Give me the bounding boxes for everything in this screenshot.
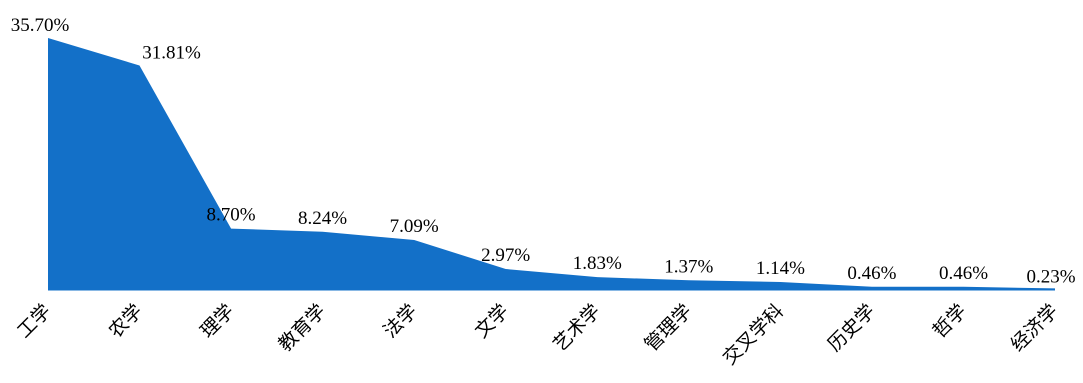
- category-label-7: 艺术学: [549, 300, 605, 356]
- category-label-2: 农学: [105, 300, 147, 342]
- category-label-8: 管理学: [640, 300, 696, 356]
- data-label-4: 8.24%: [298, 208, 347, 229]
- category-label-1: 工学: [13, 300, 55, 342]
- data-label-1: 35.70%: [11, 15, 70, 36]
- area-series: [48, 38, 1055, 290]
- data-label-12: 0.23%: [1026, 266, 1075, 287]
- data-label-2: 31.81%: [142, 43, 201, 64]
- category-label-11: 哲学: [929, 300, 971, 342]
- category-label-6: 文学: [471, 300, 513, 342]
- data-label-11: 0.46%: [939, 263, 988, 284]
- data-label-6: 2.97%: [481, 245, 530, 266]
- category-label-4: 教育学: [274, 300, 330, 356]
- data-label-10: 0.46%: [847, 263, 896, 284]
- category-labels: 工学 农学 理学 教育学 法学 文学 艺术学 管理学 交叉学科 历史学 哲学 经济学: [13, 300, 1062, 369]
- data-label-3: 8.70%: [207, 205, 256, 226]
- data-label-7: 1.83%: [573, 253, 622, 274]
- category-label-5: 法学: [379, 300, 421, 342]
- data-labels: 35.70% 31.81% 8.70% 8.24% 7.09% 2.97% 1.83% 1.3…: [11, 15, 1076, 287]
- category-label-9: 交叉学科: [719, 300, 788, 369]
- category-label-10: 历史学: [824, 300, 880, 356]
- category-label-3: 理学: [196, 300, 238, 342]
- category-label-12: 经济学: [1007, 300, 1063, 356]
- data-label-5: 7.09%: [390, 216, 439, 237]
- data-label-8: 1.37%: [664, 256, 713, 277]
- data-label-9: 1.14%: [756, 258, 805, 279]
